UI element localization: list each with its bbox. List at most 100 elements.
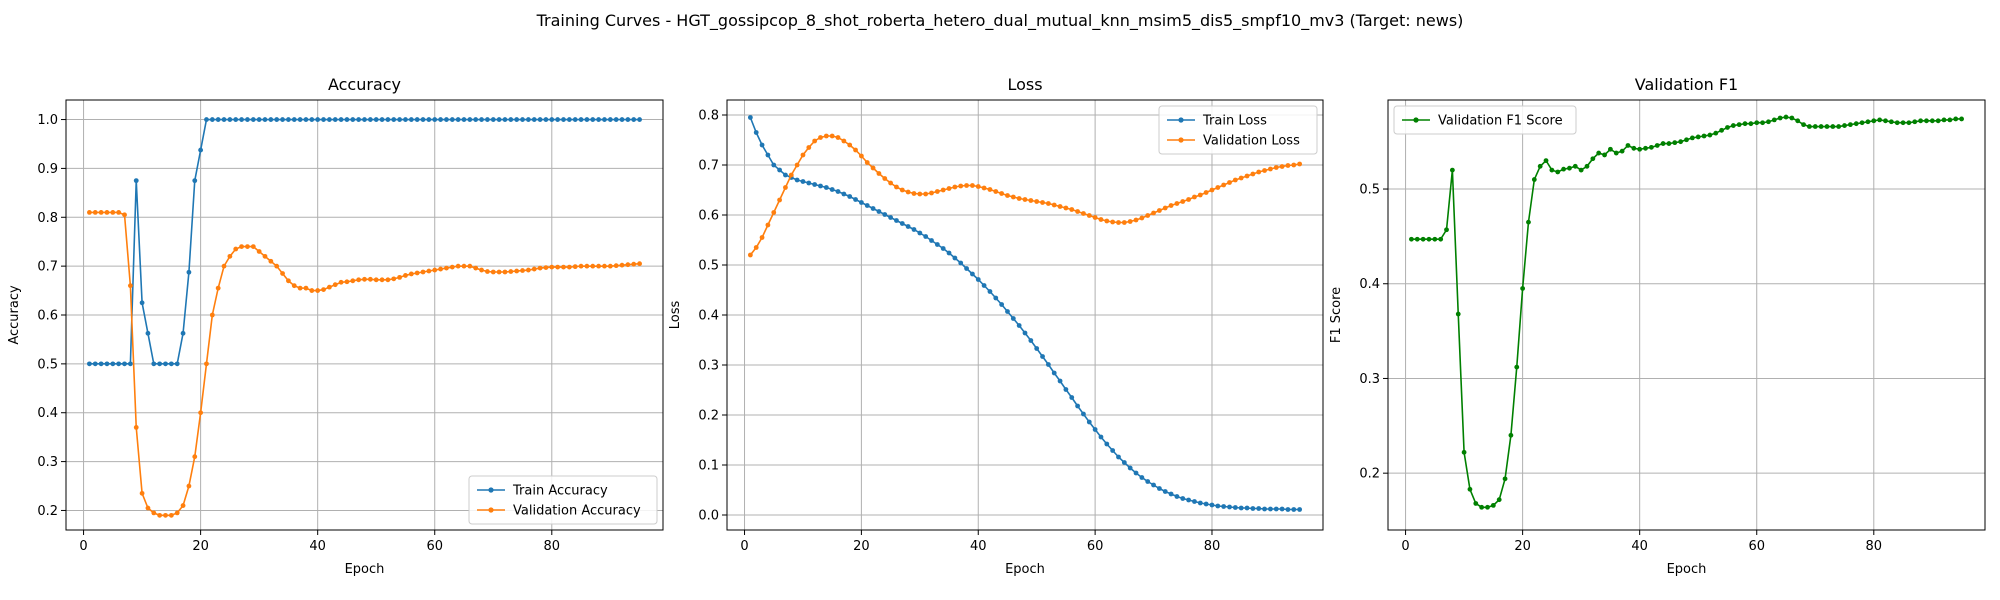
data-point [496,117,502,122]
data-point [1285,163,1291,168]
data-point [122,361,127,367]
data-point [794,177,800,183]
data-point [104,209,110,215]
legend-label: Train Accuracy [512,484,608,499]
data-point [291,283,297,289]
data-point [139,490,145,496]
y-tick-label: 0.2 [698,409,719,424]
data-point [122,212,127,218]
data-point [133,178,139,184]
data-point [1824,124,1830,129]
legend: Validation F1 Score [1393,105,1577,135]
data-point [607,117,613,122]
data-point [946,186,952,191]
data-point [168,512,174,518]
data-point [894,218,899,223]
data-point [1075,209,1080,214]
data-point [262,253,268,259]
data-point [753,245,759,250]
data-point [303,285,309,291]
data-point [1127,465,1133,471]
data-point [1666,141,1672,146]
data-point [1912,119,1918,125]
data-point [338,279,344,285]
data-point [543,265,549,271]
data-point [1608,146,1613,152]
data-point [1040,200,1045,205]
data-point [596,263,602,269]
data-point [525,117,531,122]
data-point [1016,196,1022,201]
data-point [367,117,373,122]
data-point [841,191,847,197]
data-point [602,263,607,269]
data-point [291,117,297,122]
data-point [531,117,537,122]
data-point [344,117,350,122]
data-point [209,117,215,122]
data-point [537,117,543,122]
data-point [92,361,98,367]
chart-panel-3: 0 20 40 60 80 0.2 0.3 0.4 0.5 Validation F1 Epoch F… [1329,75,1986,577]
data-point [1162,489,1168,494]
data-point [239,117,244,122]
y-tick-label: 0.3 [698,359,719,374]
data-point [379,277,385,283]
data-point [1063,387,1069,392]
data-point [1110,219,1116,225]
data-point [274,117,280,122]
data-point [870,165,876,171]
data-point [1508,432,1514,438]
data-point [1771,117,1777,123]
data-point [303,117,309,122]
data-point [1572,163,1578,169]
data-point [1250,171,1256,177]
data-point [127,361,133,367]
data-point [771,162,777,168]
x-tick-label: 40 [309,539,326,554]
data-point [514,268,520,274]
chart-panel-2: 0 20 40 60 80 0.0 0.1 0.2 0.3 0.4 0.5 0.6 0.7 0.8 Loss… [668,75,1324,577]
data-point [1449,167,1455,173]
data-point [993,295,999,301]
data-point [1941,117,1947,123]
data-point [1139,215,1145,221]
data-point [1022,330,1028,336]
data-point [245,117,250,122]
data-point [1414,236,1420,242]
data-point [397,117,403,122]
data-point [1215,185,1221,190]
data-point [864,203,870,208]
data-point [98,361,104,367]
data-point [607,263,613,269]
data-point [1156,208,1162,213]
data-point [1473,501,1479,506]
data-point [525,267,531,273]
data-point [174,361,180,367]
data-point [823,185,829,190]
data-point [245,244,250,249]
data-point [1081,411,1086,417]
data-point [479,117,484,122]
data-point [104,361,110,367]
data-point [1262,168,1267,173]
data-point [929,190,934,196]
data-point [1924,118,1929,124]
data-point [403,273,408,278]
data-point [1034,346,1040,351]
data-point [116,361,122,367]
data-point [631,261,637,267]
data-point [262,117,268,122]
data-point [362,276,367,282]
y-tick-label: 0.4 [37,406,58,421]
data-point [1929,118,1935,124]
data-point [1168,203,1174,208]
data-point [1110,448,1116,453]
data-point [753,130,759,135]
data-point [157,512,163,518]
data-point [1034,199,1040,204]
data-point [923,191,929,197]
data-point [168,361,174,367]
data-point [180,330,186,336]
chart-panel-1: 0 20 40 60 80 0.2 0.3 0.4 0.5 0.6 0.7 0.8 0.9 1.0 Accu… [7,75,664,577]
